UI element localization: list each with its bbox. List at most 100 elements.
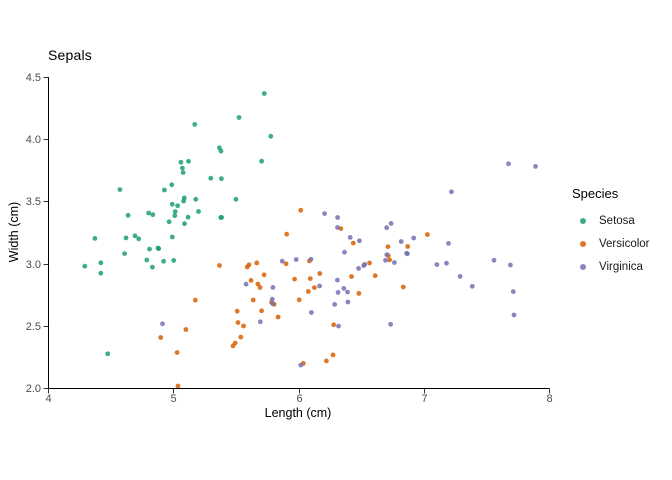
data-point-setosa: [136, 236, 142, 242]
data-point-virginica: [341, 286, 347, 291]
data-point-versicolor: [259, 308, 264, 314]
legend-key-dot: [580, 217, 586, 224]
data-point-virginica: [404, 250, 409, 256]
data-point-setosa: [261, 91, 267, 96]
data-point-virginica: [335, 225, 340, 230]
data-point-setosa: [175, 203, 181, 209]
data-point-virginica: [257, 319, 263, 325]
data-point-virginica: [388, 221, 394, 226]
data-point-virginica: [309, 310, 314, 315]
data-point-versicolor: [238, 334, 244, 340]
data-point-versicolor: [283, 261, 289, 267]
data-point-virginica: [336, 323, 341, 329]
data-point-versicolor: [405, 244, 411, 249]
data-point-setosa: [172, 209, 178, 215]
y-tick-label: 4.5: [26, 72, 41, 84]
data-point-versicolor: [356, 291, 362, 296]
data-point-virginica: [444, 260, 449, 266]
y-axis-label: Width (cm): [7, 201, 21, 263]
y-tick-label: 3.0: [26, 259, 41, 271]
data-point-virginica: [347, 235, 353, 240]
data-point-versicolor: [298, 207, 304, 213]
data-point-versicolor: [261, 272, 267, 278]
data-point-versicolor: [330, 352, 336, 358]
data-point-virginica: [411, 235, 417, 241]
x-tick-label: 8: [546, 393, 552, 405]
data-point-virginica: [335, 290, 341, 295]
data-point-virginica: [279, 258, 285, 264]
legend-item-setosa: Setosa: [571, 209, 650, 232]
data-point-setosa: [259, 158, 264, 164]
data-point-setosa: [193, 196, 199, 202]
data-point-setosa: [236, 115, 242, 120]
data-point-versicolor: [331, 322, 337, 328]
data-point-setosa: [146, 210, 152, 216]
data-point-setosa: [172, 213, 178, 219]
x-tick-label: 4: [45, 393, 51, 405]
data-point-setosa: [233, 196, 239, 202]
data-point-setosa: [132, 233, 138, 239]
legend-key-dot: [580, 263, 586, 270]
data-point-versicolor: [235, 320, 241, 325]
data-point-versicolor: [307, 276, 313, 281]
data-point-setosa: [161, 258, 167, 264]
legend-title: Species: [572, 186, 619, 201]
data-point-setosa: [171, 258, 177, 263]
legend-item-label: Virginica: [599, 260, 643, 273]
data-point-virginica: [332, 302, 338, 307]
data-point-versicolor: [284, 231, 290, 237]
data-point-virginica: [511, 312, 517, 318]
data-point-versicolor: [248, 278, 254, 283]
data-point-versicolor: [349, 274, 354, 279]
data-point-versicolor: [158, 335, 164, 340]
data-point-virginica: [243, 281, 249, 287]
data-point-setosa: [150, 212, 156, 218]
data-point-virginica: [269, 296, 275, 302]
data-point-virginica: [510, 289, 516, 294]
legend-key-dot: [580, 240, 586, 247]
data-point-versicolor: [241, 323, 246, 329]
data-point-virginica: [533, 164, 538, 169]
data-point-virginica: [356, 266, 361, 271]
data-point-versicolor: [192, 297, 198, 303]
data-point-setosa: [180, 165, 185, 171]
data-point-versicolor: [305, 289, 311, 294]
data-point-setosa: [122, 251, 127, 256]
data-point-versicolor: [232, 340, 238, 346]
data-point-setosa: [169, 182, 175, 188]
data-point-virginica: [384, 252, 390, 258]
data-point-setosa: [268, 133, 274, 139]
data-point-versicolor: [257, 285, 263, 290]
data-point-setosa: [218, 148, 224, 154]
data-point-versicolor: [367, 260, 372, 266]
data-point-setosa: [181, 198, 187, 204]
data-point-setosa: [218, 215, 224, 220]
legend-item-virginica: Virginica: [571, 255, 650, 278]
data-point-setosa: [162, 187, 167, 193]
y-tick-label: 4.0: [26, 134, 41, 146]
data-point-virginica: [469, 283, 475, 289]
data-point-setosa: [147, 246, 152, 252]
data-point-virginica: [298, 362, 304, 368]
data-point-setosa: [208, 175, 214, 181]
data-point-versicolor: [275, 314, 281, 320]
data-point-versicolor: [217, 263, 222, 268]
data-point-setosa: [169, 201, 175, 207]
data-point-virginica: [308, 256, 314, 262]
data-point-versicolor: [183, 327, 189, 332]
legend-item-label: Versicolor: [599, 237, 650, 250]
data-point-setosa: [123, 235, 129, 241]
data-point-setosa: [178, 159, 184, 165]
data-point-setosa: [166, 219, 172, 225]
data-point-versicolor: [312, 285, 317, 290]
data-point-virginica: [293, 257, 299, 262]
y-tick-label: 3.5: [26, 196, 41, 208]
data-point-versicolor: [425, 232, 430, 237]
data-point-virginica: [506, 161, 511, 167]
data-point-versicolor: [255, 281, 261, 287]
data-point-setosa: [182, 221, 187, 227]
data-point-virginica: [392, 260, 397, 265]
data-point-versicolor: [254, 260, 260, 266]
